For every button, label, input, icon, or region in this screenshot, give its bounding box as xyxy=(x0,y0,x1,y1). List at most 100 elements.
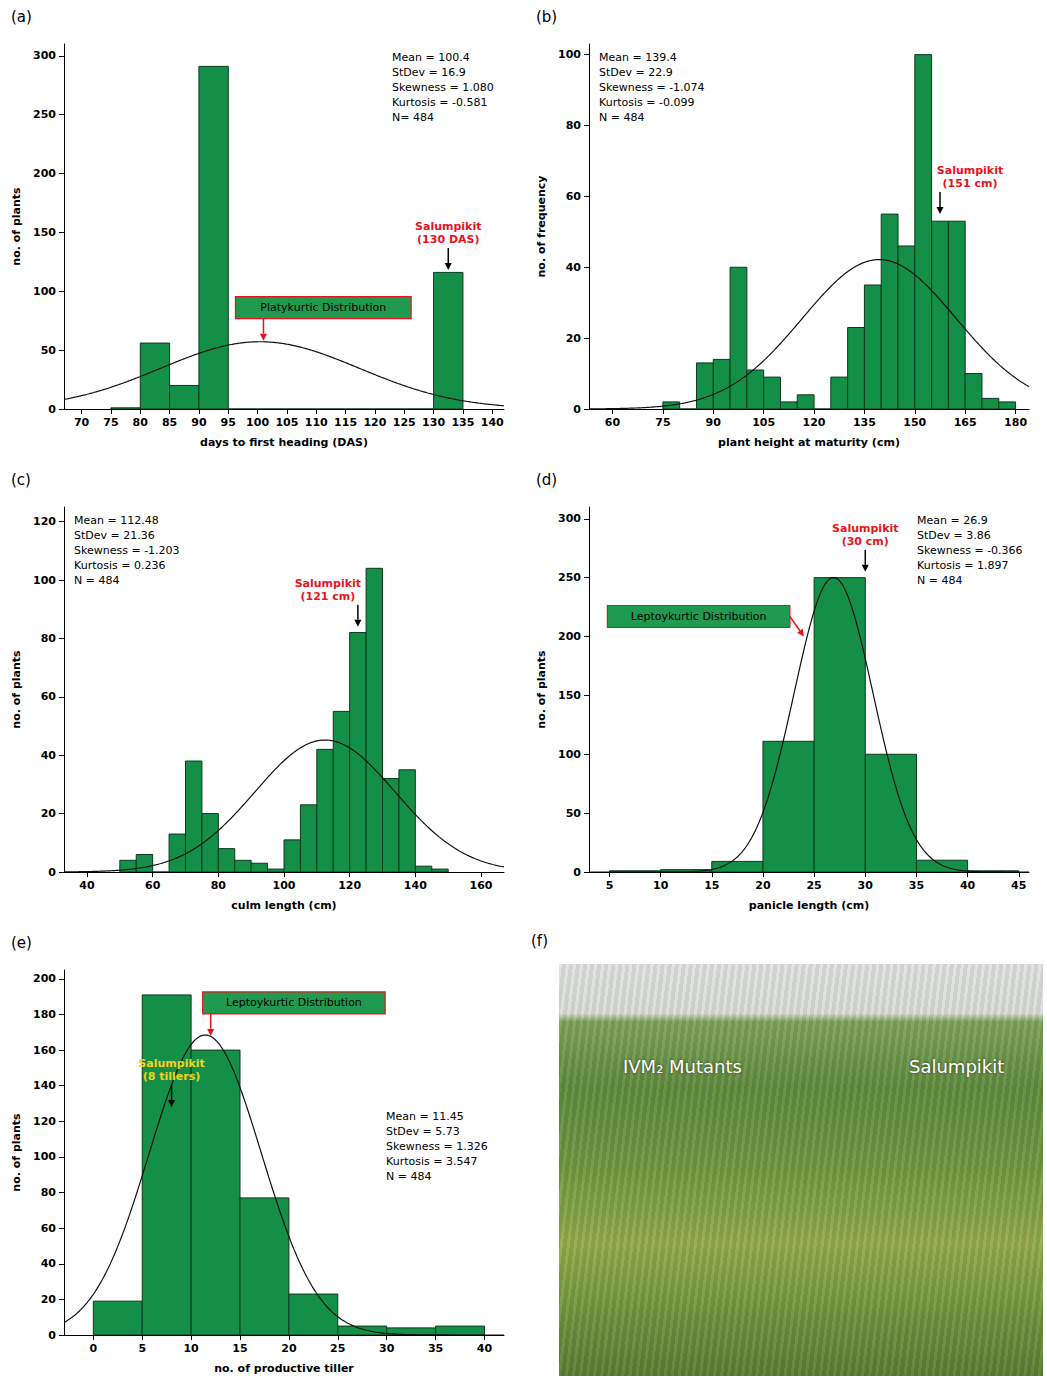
svg-text:100: 100 xyxy=(33,1150,56,1163)
svg-text:StDev = 16.9: StDev = 16.9 xyxy=(392,66,466,79)
svg-text:30: 30 xyxy=(858,879,874,892)
svg-text:Kurtosis = -0.099: Kurtosis = -0.099 xyxy=(599,96,694,109)
svg-text:(30 cm): (30 cm) xyxy=(842,535,889,548)
svg-text:40: 40 xyxy=(41,749,57,762)
svg-text:100: 100 xyxy=(558,48,581,61)
svg-text:Skewness = -1.074: Skewness = -1.074 xyxy=(599,81,705,94)
svg-text:135: 135 xyxy=(451,416,474,429)
svg-text:135: 135 xyxy=(853,416,876,429)
svg-text:250: 250 xyxy=(558,571,581,584)
svg-text:180: 180 xyxy=(1004,416,1027,429)
svg-text:40: 40 xyxy=(41,1257,57,1270)
svg-text:50: 50 xyxy=(41,344,57,357)
svg-text:StDev = 21.36: StDev = 21.36 xyxy=(74,529,155,542)
svg-text:Salumpikit: Salumpikit xyxy=(937,164,1003,177)
svg-text:120: 120 xyxy=(363,416,386,429)
svg-text:20: 20 xyxy=(281,1342,297,1355)
svg-text:panicle length (cm): panicle length (cm) xyxy=(749,899,869,912)
svg-text:Mean = 100.4: Mean = 100.4 xyxy=(392,51,470,64)
svg-text:140: 140 xyxy=(481,416,504,429)
svg-text:300: 300 xyxy=(33,49,56,62)
svg-text:80: 80 xyxy=(211,879,227,892)
svg-text:10: 10 xyxy=(653,879,669,892)
svg-text:(151 cm): (151 cm) xyxy=(943,177,998,190)
svg-text:80: 80 xyxy=(133,416,149,429)
svg-text:Salumpikit: Salumpikit xyxy=(138,1057,204,1070)
svg-text:0: 0 xyxy=(48,866,56,879)
svg-text:StDev = 5.73: StDev = 5.73 xyxy=(386,1125,460,1138)
svg-text:StDev = 3.86: StDev = 3.86 xyxy=(917,529,991,542)
svg-text:(e): (e) xyxy=(11,934,32,952)
svg-text:100: 100 xyxy=(558,748,581,761)
svg-text:(a): (a) xyxy=(11,8,32,26)
svg-text:150: 150 xyxy=(33,226,56,239)
svg-text:110: 110 xyxy=(305,416,328,429)
svg-text:10: 10 xyxy=(183,1342,199,1355)
svg-text:40: 40 xyxy=(79,879,95,892)
svg-text:no. of frequency: no. of frequency xyxy=(535,176,548,278)
svg-text:180: 180 xyxy=(33,1008,56,1021)
svg-text:no. of productive tiller: no. of productive tiller xyxy=(214,1362,354,1375)
svg-text:Kurtosis = -0.581: Kurtosis = -0.581 xyxy=(392,96,487,109)
svg-text:no. of plants: no. of plants xyxy=(10,1113,23,1192)
svg-text:120: 120 xyxy=(33,515,56,528)
svg-text:20: 20 xyxy=(566,332,582,345)
svg-text:20: 20 xyxy=(41,1293,57,1306)
svg-text:150: 150 xyxy=(903,416,926,429)
svg-text:90: 90 xyxy=(191,416,207,429)
svg-text:Mean = 11.45: Mean = 11.45 xyxy=(386,1110,464,1123)
svg-text:20: 20 xyxy=(41,807,57,820)
svg-text:45: 45 xyxy=(1011,879,1026,892)
svg-text:no. of plants: no. of plants xyxy=(535,650,548,729)
svg-text:Mean = 26.9: Mean = 26.9 xyxy=(917,514,988,527)
svg-text:Skewness = -0.366: Skewness = -0.366 xyxy=(917,544,1023,557)
svg-text:(130 DAS): (130 DAS) xyxy=(417,233,479,246)
svg-text:85: 85 xyxy=(162,416,177,429)
svg-text:N = 484: N = 484 xyxy=(74,574,119,587)
svg-text:15: 15 xyxy=(704,879,719,892)
svg-text:60: 60 xyxy=(145,879,161,892)
svg-text:culm length (cm): culm length (cm) xyxy=(231,899,336,912)
svg-text:(8 tillers): (8 tillers) xyxy=(143,1070,201,1083)
svg-text:140: 140 xyxy=(33,1079,56,1092)
svg-text:80: 80 xyxy=(566,119,582,132)
svg-text:Leptoykurtic Distribution: Leptoykurtic Distribution xyxy=(226,996,362,1009)
svg-text:90: 90 xyxy=(706,416,722,429)
svg-text:80: 80 xyxy=(41,632,57,645)
svg-text:95: 95 xyxy=(221,416,236,429)
svg-text:250: 250 xyxy=(33,108,56,121)
svg-text:60: 60 xyxy=(605,416,621,429)
svg-text:120: 120 xyxy=(338,879,361,892)
svg-text:165: 165 xyxy=(954,416,977,429)
svg-text:130: 130 xyxy=(422,416,445,429)
svg-text:150: 150 xyxy=(558,689,581,702)
svg-text:Salumpikit: Salumpikit xyxy=(832,522,898,535)
svg-text:0: 0 xyxy=(90,1342,98,1355)
svg-text:40: 40 xyxy=(566,261,582,274)
svg-text:Leptoykurtic Distribution: Leptoykurtic Distribution xyxy=(631,610,767,623)
svg-text:Mean = 139.4: Mean = 139.4 xyxy=(599,51,677,64)
svg-text:no. of plants: no. of plants xyxy=(10,650,23,729)
svg-text:(121 cm): (121 cm) xyxy=(300,590,355,603)
svg-text:N = 484: N = 484 xyxy=(917,574,962,587)
svg-text:Kurtosis = 0.236: Kurtosis = 0.236 xyxy=(74,559,165,572)
svg-text:5: 5 xyxy=(138,1342,146,1355)
svg-text:Kurtosis = 1.897: Kurtosis = 1.897 xyxy=(917,559,1008,572)
svg-text:no. of plants: no. of plants xyxy=(10,187,23,266)
svg-text:days to first heading (DAS): days to first heading (DAS) xyxy=(200,436,368,449)
svg-text:75: 75 xyxy=(655,416,670,429)
svg-text:0: 0 xyxy=(48,1329,56,1342)
svg-text:100: 100 xyxy=(246,416,269,429)
svg-text:Mean = 112.48: Mean = 112.48 xyxy=(74,514,159,527)
svg-text:0: 0 xyxy=(48,403,56,416)
svg-text:70: 70 xyxy=(74,416,90,429)
svg-text:140: 140 xyxy=(404,879,427,892)
svg-text:(d): (d) xyxy=(536,471,557,489)
svg-text:160: 160 xyxy=(33,1044,56,1057)
svg-text:5: 5 xyxy=(606,879,614,892)
svg-text:100: 100 xyxy=(33,574,56,587)
svg-text:(b): (b) xyxy=(536,8,557,26)
svg-text:300: 300 xyxy=(558,512,581,525)
svg-text:35: 35 xyxy=(909,879,924,892)
svg-text:Skewness = 1.326: Skewness = 1.326 xyxy=(386,1140,488,1153)
